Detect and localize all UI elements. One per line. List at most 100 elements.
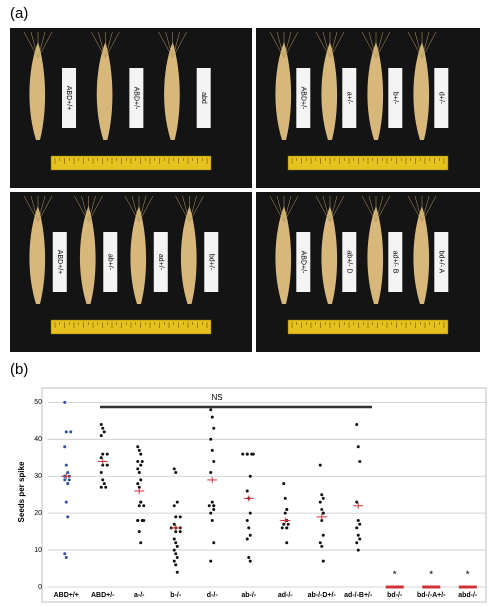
data-point (321, 511, 325, 515)
data-point (356, 548, 360, 552)
data-point (66, 471, 70, 475)
data-point (66, 482, 70, 486)
awn (375, 31, 384, 59)
awn (375, 31, 391, 59)
data-point (63, 400, 67, 404)
awn (189, 195, 204, 223)
awn (421, 31, 437, 59)
data-point (136, 519, 140, 523)
data-point (64, 500, 68, 504)
awn (283, 31, 299, 59)
data-point (212, 504, 216, 508)
data-point (248, 474, 252, 478)
y-tick-label: 20 (34, 510, 42, 517)
x-tick-label: a-/- (134, 592, 145, 599)
data-point (137, 448, 141, 452)
data-point (320, 544, 324, 548)
label-card (342, 232, 357, 292)
awn (105, 31, 120, 59)
data-point (210, 500, 214, 504)
y-tick-label: 0 (38, 584, 42, 591)
awn (37, 31, 46, 59)
spike-label: bd+/- (207, 254, 214, 271)
data-point (321, 496, 325, 500)
data-point (137, 530, 141, 534)
awn (138, 195, 147, 223)
awn (315, 31, 331, 59)
label-card (342, 68, 357, 128)
data-point (320, 519, 324, 523)
data-point (285, 541, 289, 545)
spike-label: ABD+/- (299, 251, 306, 274)
data-point (63, 552, 67, 556)
wheat-spike (79, 206, 96, 304)
x-tick-label: bd-/-A+/- (417, 592, 446, 599)
data-point (245, 537, 249, 541)
awn (172, 31, 180, 59)
data-point (99, 485, 103, 489)
data-point (209, 408, 213, 412)
data-point (66, 515, 70, 519)
data-point (356, 533, 360, 537)
y-tick-label: 50 (34, 399, 42, 406)
data-point (101, 452, 105, 456)
data-point (209, 471, 213, 475)
label-card (103, 232, 118, 292)
data-point (212, 426, 216, 430)
data-point (178, 530, 182, 534)
data-point (320, 493, 324, 497)
label-card (52, 232, 67, 292)
data-point (285, 526, 289, 530)
data-point (174, 563, 178, 567)
data-point (247, 555, 251, 559)
label-card (434, 68, 449, 128)
data-point (137, 485, 141, 489)
data-point (286, 522, 290, 526)
wheat-spike (164, 42, 180, 140)
data-point (142, 519, 146, 523)
awn (23, 195, 39, 223)
awn (414, 31, 423, 59)
x-tick-label: ABD+/- (91, 592, 115, 599)
data-point (248, 511, 252, 515)
data-point (209, 511, 213, 515)
significance: * (429, 570, 433, 581)
spike-label: ad+/- B (391, 251, 398, 274)
label-card (153, 232, 168, 292)
label-card (204, 232, 219, 292)
spike-label: a+/- (345, 92, 352, 105)
awn (30, 31, 39, 59)
awn (165, 31, 173, 59)
awn (91, 31, 106, 59)
wheat-spike (413, 42, 430, 140)
annotation: NS (211, 393, 222, 402)
data-point (209, 559, 213, 563)
label-card (62, 68, 77, 128)
data-point (355, 541, 359, 545)
data-point (358, 459, 362, 463)
data-point (172, 504, 176, 508)
data-point (280, 526, 284, 530)
awn (421, 195, 437, 223)
data-point (241, 452, 245, 456)
data-point (358, 522, 362, 526)
awn (81, 195, 89, 223)
data-point (136, 445, 140, 449)
panel-label: (b) (10, 361, 28, 378)
data-point (175, 500, 179, 504)
data-point (63, 445, 67, 449)
data-point (251, 452, 255, 456)
data-point (321, 533, 325, 537)
awn (131, 195, 140, 223)
awn (124, 195, 140, 223)
wheat-spike (367, 42, 384, 140)
label-card (388, 68, 403, 128)
data-point (318, 500, 322, 504)
spike-label: abd (200, 92, 207, 104)
data-point (355, 423, 359, 427)
data-point (321, 559, 325, 563)
data-point (248, 533, 252, 537)
y-tick-label: 40 (34, 436, 42, 443)
awn (283, 195, 292, 223)
